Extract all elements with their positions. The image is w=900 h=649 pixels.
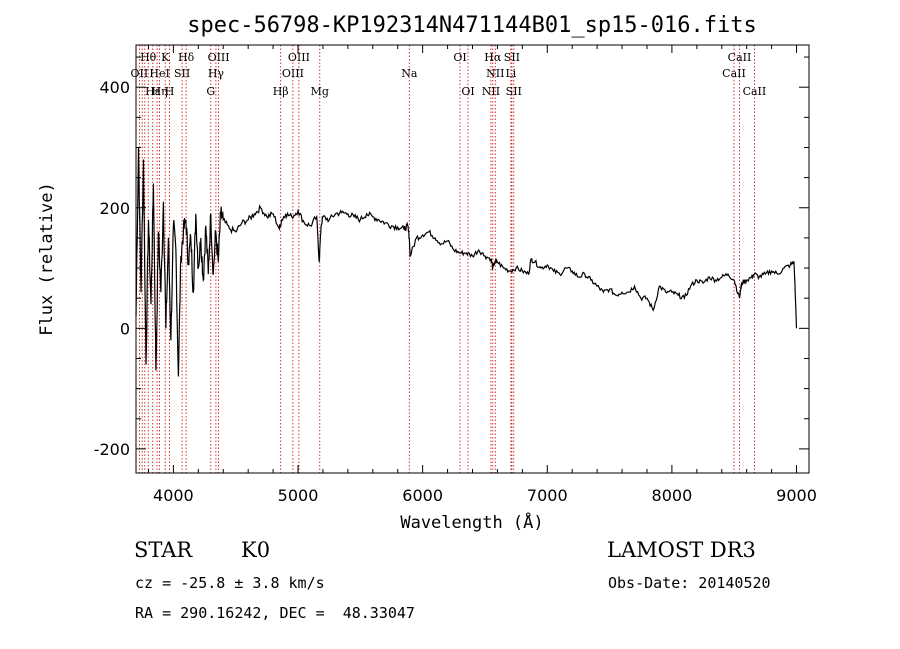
spectral-line-label: OIII	[288, 51, 310, 64]
spectral-line-label: Na	[401, 67, 418, 80]
spectral-line-label: Hβ	[273, 85, 289, 98]
spectral-line-label: CaII	[722, 67, 746, 80]
x-axis-label: Wavelength (Å)	[400, 511, 543, 533]
subclass-label: K0	[241, 538, 271, 562]
x-tick-label: 6000	[402, 486, 443, 505]
spectral-line-label: Hγ	[208, 67, 225, 80]
chart-title: spec-56798-KP192314N471144B01_sp15-016.f…	[187, 13, 757, 38]
y-tick-label: -200	[94, 440, 130, 459]
plot-frame	[135, 44, 810, 474]
spectral-line-label: OIII	[208, 51, 230, 64]
x-tick-label: 8000	[652, 486, 693, 505]
spectral-line-label: OIII	[282, 67, 304, 80]
spectral-line-label: OI	[461, 85, 474, 98]
spectral-line-label: Hε	[145, 85, 161, 98]
x-tick-label: 9000	[776, 486, 817, 505]
coords-label: RA = 290.16242, DEC = 48.33047	[135, 604, 415, 622]
spectral-line-label: CaII	[743, 85, 767, 98]
spectral-line-label: HeI	[149, 67, 169, 80]
line-labels: Hθ OII Hε K HeI HηH Hδ SII OIII Hγ G Hβ OIII OIII Mg Na…	[131, 51, 767, 98]
y-tick-label: 400	[99, 78, 130, 97]
spectrum-figure: spec-56798-KP192314N471144B01_sp15-016.f…	[37, 13, 817, 533]
spectral-line-label: Li	[505, 67, 516, 80]
x-tick-label: 5000	[278, 486, 319, 505]
spectral-line-label: Hθ	[140, 51, 157, 64]
spectral-line-label: Mg	[311, 85, 329, 98]
y-tick-label: 200	[99, 199, 130, 218]
y-tick-label: 0	[120, 319, 130, 338]
spectral-line-label: K	[161, 51, 170, 64]
survey-label: LAMOST DR3	[607, 538, 756, 562]
spectral-line-label: SII	[504, 51, 520, 64]
line-markers	[138, 45, 755, 473]
spectral-line-label: SII	[506, 85, 522, 98]
spectral-line-label: H	[165, 85, 175, 98]
spectral-line-label: NII	[482, 85, 500, 98]
x-tick-label: 7000	[527, 486, 568, 505]
spectral-line-label: NII	[486, 67, 504, 80]
spectral-line-label: Hδ	[178, 51, 195, 64]
spectrum-line	[135, 147, 798, 377]
spectral-line-label: SII	[174, 67, 190, 80]
spectral-line-label: OII	[131, 67, 149, 80]
spectral-line-label: G	[206, 85, 215, 98]
cz-label: cz = -25.8 ± 3.8 km/s	[135, 574, 325, 592]
spectral-line-label: Hα	[484, 51, 502, 64]
spectral-line-label: OI	[453, 51, 466, 64]
axis-ticks: 4000 5000 6000 7000 8000 9000 -200 0 200 400	[94, 45, 817, 505]
class-label: STAR	[134, 538, 193, 562]
x-tick-label: 4000	[153, 486, 194, 505]
obs-date-label: Obs-Date: 20140520	[608, 574, 771, 592]
spectral-line-label: CaII	[728, 51, 752, 64]
y-axis-label: Flux (relative)	[37, 182, 57, 336]
spectral-line-label: Hη	[152, 85, 168, 98]
